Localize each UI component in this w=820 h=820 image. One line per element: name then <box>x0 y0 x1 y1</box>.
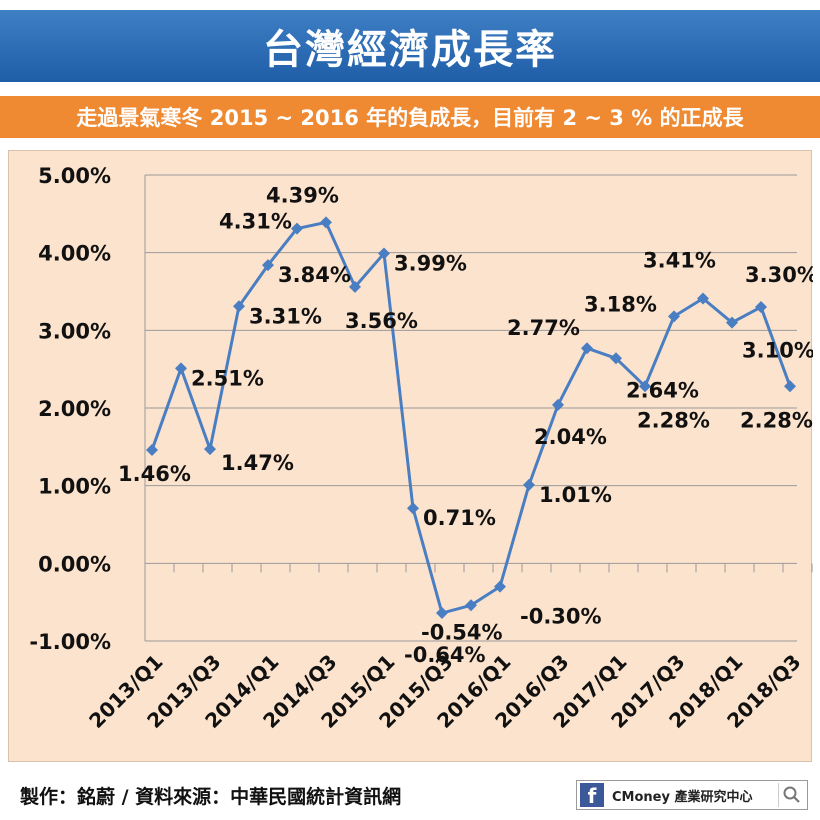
data-point <box>407 502 419 515</box>
facebook-icon: f <box>580 783 604 807</box>
data-point <box>668 310 680 323</box>
data-point <box>726 316 738 329</box>
data-point <box>494 580 506 593</box>
data-point <box>755 301 767 314</box>
data-point <box>262 259 274 272</box>
data-label: 2.77% <box>507 316 580 340</box>
data-point <box>639 380 651 393</box>
data-point <box>465 599 477 612</box>
data-label: 1.47% <box>221 451 294 475</box>
data-label: -0.64% <box>404 643 486 667</box>
data-label: 1.46% <box>118 462 191 486</box>
data-label: 3.10% <box>742 339 813 363</box>
data-point <box>610 352 622 365</box>
data-label: -0.54% <box>421 620 503 644</box>
data-label: 2.64% <box>626 378 699 402</box>
y-tick-label: 5.00% <box>38 164 111 188</box>
y-tick-label: 2.00% <box>38 397 111 421</box>
chart-subtitle-banner: 走過景氣寒冬 2015 ~ 2016 年的負成長，目前有 2 ~ 3 % 的正成… <box>0 96 820 138</box>
data-label: 2.28% <box>637 408 710 432</box>
y-tick-label: 1.00% <box>38 475 111 499</box>
data-point <box>378 247 390 260</box>
data-label: 3.99% <box>394 251 467 275</box>
data-point <box>175 362 187 375</box>
data-label: 2.28% <box>740 408 813 432</box>
data-point <box>349 280 361 293</box>
data-label: 2.51% <box>191 366 264 390</box>
brand-badge[interactable]: f CMoney 產業研究中心 <box>576 780 808 810</box>
data-point <box>784 380 796 393</box>
chart-title-banner: 台灣經濟成長率 <box>0 10 820 82</box>
source-credit: 製作：銘蔚 / 資料來源：中華民國統計資訊網 <box>20 786 402 808</box>
data-point <box>204 443 216 456</box>
data-label: 2.04% <box>534 425 607 449</box>
line-chart: -1.00%0.00%1.00%2.00%3.00%4.00%5.00%2013… <box>29 164 813 733</box>
y-tick-label: -1.00% <box>29 630 111 654</box>
data-label: 3.41% <box>643 248 716 272</box>
data-point <box>233 300 245 313</box>
data-label: 1.01% <box>539 483 612 507</box>
data-point <box>581 342 593 355</box>
data-point <box>523 478 535 491</box>
data-point <box>291 222 303 235</box>
chart-title: 台灣經濟成長率 <box>263 27 557 73</box>
chart-panel: -1.00% 0.00% 1.00% 2.00% 3.00% 4.00% 5.00% 2013… <box>8 150 813 762</box>
data-label: 3.18% <box>584 292 657 316</box>
data-label: 0.71% <box>423 506 496 530</box>
data-point <box>146 443 158 456</box>
y-tick-label: 0.00% <box>38 552 111 576</box>
data-label: 4.39% <box>266 183 339 207</box>
y-tick-label: 3.00% <box>38 319 111 343</box>
data-point <box>320 216 332 229</box>
brand-name: CMoney 產業研究中心 <box>612 789 753 805</box>
data-point <box>552 398 564 411</box>
data-point <box>697 292 709 305</box>
data-label: 3.56% <box>345 309 418 333</box>
data-point <box>436 607 448 620</box>
chart-subtitle: 走過景氣寒冬 2015 ~ 2016 年的負成長，目前有 2 ~ 3 % 的正成… <box>76 106 744 130</box>
data-label: 3.30% <box>745 263 813 287</box>
y-tick-label: 4.00% <box>38 242 111 266</box>
search-icon[interactable] <box>778 783 803 807</box>
data-label: -0.30% <box>520 605 602 629</box>
data-label: 3.31% <box>249 304 322 328</box>
data-label: 4.31% <box>219 210 292 234</box>
data-label: 3.84% <box>278 263 351 287</box>
